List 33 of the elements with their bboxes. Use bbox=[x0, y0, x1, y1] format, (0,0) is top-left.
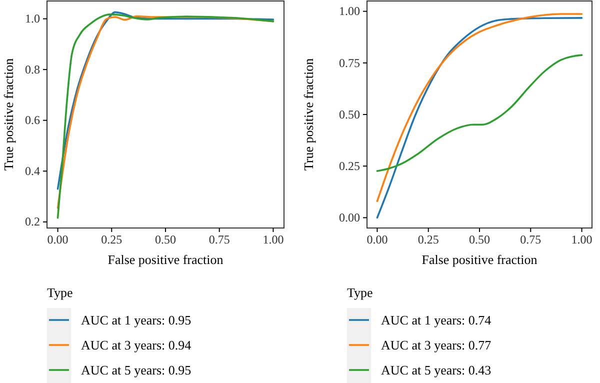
x-tick-label: 1.00 bbox=[571, 232, 592, 247]
x-tick-label: 0.25 bbox=[418, 232, 439, 247]
line-series bbox=[376, 54, 583, 172]
x-axis-title: False positive fraction bbox=[108, 252, 224, 267]
y-tick-label: 0.8 bbox=[25, 62, 40, 76]
y-axis-title: True positive fraction bbox=[1, 58, 16, 171]
y-tick-label: 0.6 bbox=[25, 113, 40, 128]
x-tick-label: 0.50 bbox=[469, 232, 490, 247]
y-tick-label: 0.25 bbox=[339, 158, 360, 173]
x-tick-label: 0.75 bbox=[520, 232, 542, 247]
legend-label: AUC at 3 years: 0.77 bbox=[381, 338, 492, 352]
x-tick-label: 1.00 bbox=[262, 232, 284, 247]
y-tick-label: 0.4 bbox=[25, 164, 40, 178]
y-tick-label: 0.50 bbox=[339, 107, 360, 122]
x-tick-label: 0.00 bbox=[366, 232, 388, 247]
x-axis-title: False positive fraction bbox=[422, 252, 538, 267]
legend-label: AUC at 1 years: 0.74 bbox=[381, 312, 492, 328]
x-tick-label: 0.25 bbox=[101, 232, 122, 247]
y-tick-label: 0.2 bbox=[25, 214, 40, 229]
y-tick-label: 0.75 bbox=[339, 56, 360, 70]
y-tick-label: 1.0 bbox=[25, 12, 40, 26]
y-tick-label: 1.00 bbox=[339, 4, 360, 18]
y-tick-label: 0.00 bbox=[339, 210, 360, 225]
legend-label: AUC at 5 years: 0.43 bbox=[381, 362, 492, 378]
legend-title: Type bbox=[47, 285, 74, 300]
legend-label: AUC at 5 years: 0.95 bbox=[81, 362, 192, 378]
x-tick-label: 0.75 bbox=[208, 232, 230, 247]
x-tick-label: 0.50 bbox=[155, 232, 176, 247]
legend-label: AUC at 3 years: 0.94 bbox=[81, 338, 192, 352]
x-tick-label: 0.00 bbox=[47, 232, 68, 247]
legend-label: AUC at 1 years: 0.95 bbox=[81, 312, 192, 328]
legend-title: Type bbox=[347, 285, 374, 300]
y-axis-title: True positive fraction bbox=[301, 58, 316, 171]
